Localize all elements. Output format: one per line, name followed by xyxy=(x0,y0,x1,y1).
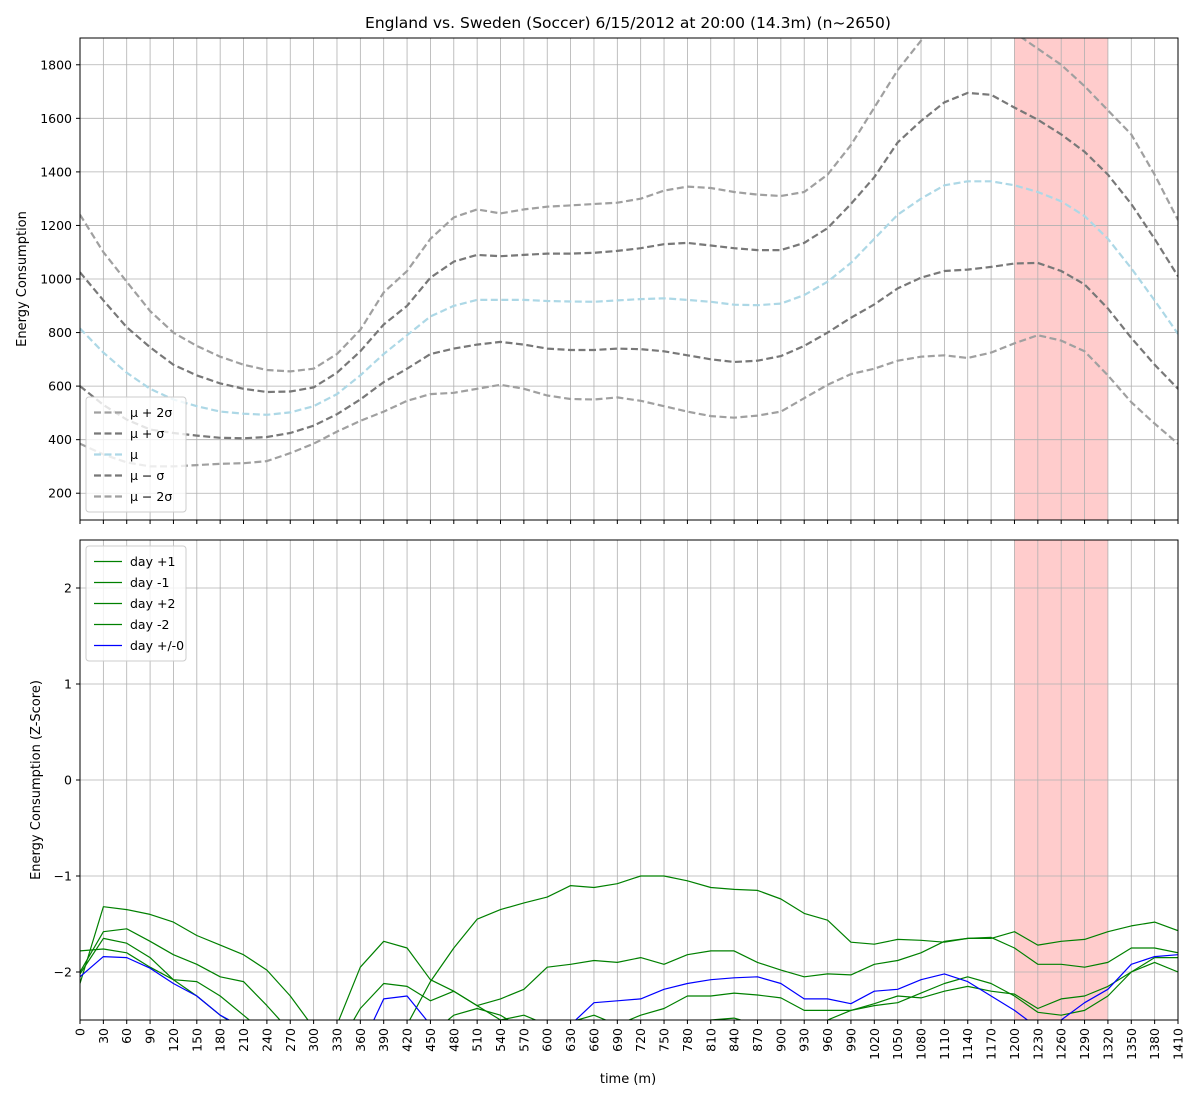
bottom-y-tick-label: 0 xyxy=(64,773,72,788)
top-legend-label: μ + σ xyxy=(130,426,164,441)
top-y-tick-label: 600 xyxy=(48,379,72,394)
x-tick-label: 570 xyxy=(516,1028,531,1052)
bottom-series-line-3 xyxy=(80,937,1178,1020)
top-y-tick-label: 200 xyxy=(48,486,72,501)
bottom-legend-box xyxy=(85,545,187,662)
x-tick-label: 660 xyxy=(586,1028,601,1052)
top-legend-label: μ xyxy=(130,447,138,462)
top-legend-label: μ + 2σ xyxy=(130,405,172,420)
top-y-tick-label: 800 xyxy=(48,325,72,340)
x-tick-label: 960 xyxy=(820,1028,835,1052)
x-tick-label: 1290 xyxy=(1077,1028,1092,1060)
top-y-tick-label: 1200 xyxy=(40,218,72,233)
x-tick-label: 1410 xyxy=(1171,1028,1186,1060)
x-tick-label: 30 xyxy=(96,1028,111,1044)
x-tick-label: 0 xyxy=(73,1028,88,1036)
top-y-tick-label: 400 xyxy=(48,432,72,447)
top-y-tick-label: 1800 xyxy=(40,57,72,72)
top-legend-box xyxy=(85,396,187,513)
x-tick-label: 1110 xyxy=(937,1028,952,1060)
x-tick-label: 360 xyxy=(353,1028,368,1052)
x-tick-label: 1050 xyxy=(890,1028,905,1060)
bottom-y-tick-label: −2 xyxy=(54,965,72,980)
top-series-line-0 xyxy=(80,38,1178,373)
x-tick-label: 540 xyxy=(493,1028,508,1052)
x-tick-label: 480 xyxy=(446,1028,461,1052)
x-tick-label: 810 xyxy=(703,1028,718,1052)
x-tick-label: 750 xyxy=(657,1028,672,1052)
bottom-legend-label: day -2 xyxy=(130,617,169,632)
x-tick-label: 1260 xyxy=(1054,1028,1069,1060)
x-tick-label: 1200 xyxy=(1007,1028,1022,1060)
top-legend-label: μ − 2σ xyxy=(130,489,172,504)
x-tick-label: 210 xyxy=(236,1028,251,1052)
x-tick-label: 1380 xyxy=(1147,1028,1162,1060)
bottom-y-tick-label: 1 xyxy=(64,677,72,692)
x-tick-label: 1140 xyxy=(960,1028,975,1060)
top-series-line-4 xyxy=(80,334,1178,468)
x-tick-label: 990 xyxy=(843,1028,858,1052)
top-y-tick-label: 1000 xyxy=(40,272,72,287)
top-series-line-1 xyxy=(80,91,1178,394)
bottom-series-line-1 xyxy=(80,906,1178,1020)
x-tick-label: 390 xyxy=(376,1028,391,1052)
x-tick-label: 720 xyxy=(633,1028,648,1052)
x-tick-label: 870 xyxy=(750,1028,765,1052)
x-tick-label: 630 xyxy=(563,1028,578,1052)
x-tick-label: 450 xyxy=(423,1028,438,1052)
x-tick-label: 930 xyxy=(797,1028,812,1052)
bottom-legend-label: day -1 xyxy=(130,575,169,590)
x-tick-label: 180 xyxy=(213,1028,228,1052)
x-tick-label: 90 xyxy=(143,1028,158,1044)
x-tick-label: 240 xyxy=(259,1028,274,1052)
bottom-series-line-0 xyxy=(80,948,1178,1020)
bottom-legend-label: day +/-0 xyxy=(130,638,184,653)
bottom-legend: day +1 day -1 day +2 day -2 day +/-0 xyxy=(85,545,187,662)
bottom-series-line-2 xyxy=(80,875,1178,1020)
x-tick-label: 1230 xyxy=(1030,1028,1045,1060)
x-tick-label: 300 xyxy=(306,1028,321,1052)
top-legend: μ + 2σ μ + σ μ μ − σ μ − 2σ xyxy=(85,396,187,513)
x-tick-label: 510 xyxy=(470,1028,485,1052)
x-axis-label: time (m) xyxy=(600,1072,656,1087)
x-tick-label: 270 xyxy=(283,1028,298,1052)
x-tick-label: 780 xyxy=(680,1028,695,1052)
x-tick-label: 900 xyxy=(773,1028,788,1052)
x-tick-label: 420 xyxy=(400,1028,415,1052)
x-tick-label: 1170 xyxy=(984,1028,999,1060)
bottom-series-line-4 xyxy=(80,954,1178,1020)
x-tick-label: 690 xyxy=(610,1028,625,1052)
chart-title: England vs. Sweden (Soccer) 6/15/2012 at… xyxy=(365,14,891,32)
x-tick-label: 840 xyxy=(727,1028,742,1052)
top-y-axis-label: Energy Consumption xyxy=(15,211,30,347)
bottom-y-tick-label: 2 xyxy=(64,581,72,596)
x-tick-label: 600 xyxy=(540,1028,555,1052)
x-tick-label: 330 xyxy=(329,1028,344,1052)
x-tick-label: 150 xyxy=(189,1028,204,1052)
bottom-legend-label: day +1 xyxy=(130,554,175,569)
bottom-y-axis-label: Energy Consumption (Z-Score) xyxy=(29,680,44,880)
top-series-line-3 xyxy=(80,261,1178,440)
x-tick-label: 120 xyxy=(166,1028,181,1052)
top-y-tick-label: 1400 xyxy=(40,164,72,179)
top-y-tick-label: 1600 xyxy=(40,111,72,126)
x-tick-label: 60 xyxy=(119,1028,134,1044)
top-legend-label: μ − σ xyxy=(130,468,164,483)
x-tick-label: 1350 xyxy=(1124,1028,1139,1060)
x-tick-label: 1080 xyxy=(914,1028,929,1060)
bottom-legend-label: day +2 xyxy=(130,596,175,611)
bottom-y-tick-label: −1 xyxy=(54,869,72,884)
x-tick-label: 1020 xyxy=(867,1028,882,1060)
x-tick-label: 1320 xyxy=(1100,1028,1115,1060)
top-series-line-2 xyxy=(80,180,1178,416)
